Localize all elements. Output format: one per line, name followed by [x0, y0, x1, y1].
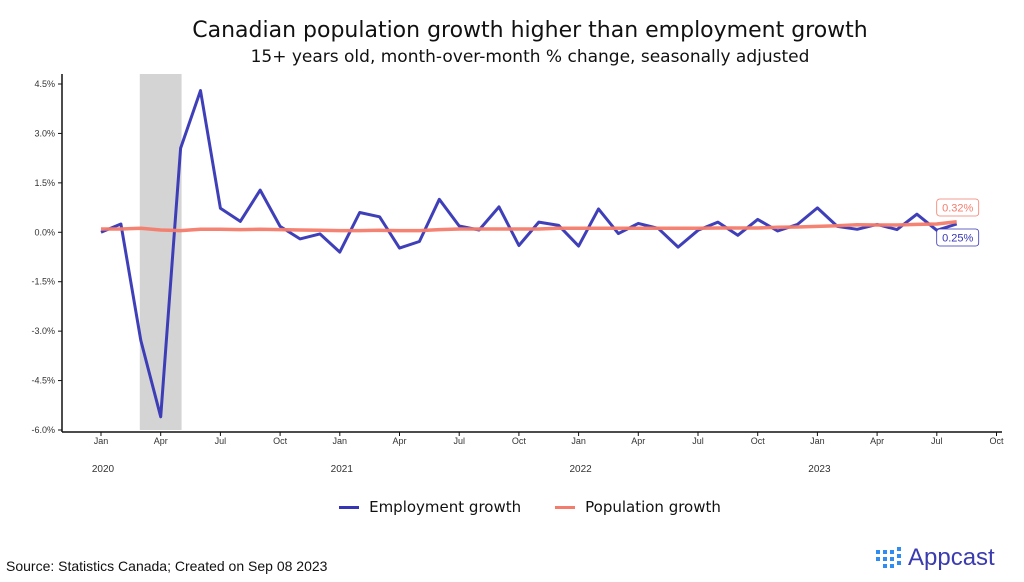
- x-tick-label: Oct: [989, 436, 1004, 446]
- legend-label-population: Population growth: [585, 498, 721, 516]
- end-label-box: [936, 228, 980, 247]
- y-tick-label: 0.0%: [34, 227, 55, 237]
- y-tick-label: -6.0%: [31, 425, 55, 435]
- x-tick-label: Apr: [392, 436, 406, 446]
- y-tick-label: 3.0%: [34, 128, 55, 138]
- chart-subtitle: 15+ years old, month-over-month % change…: [250, 47, 810, 67]
- legend-item-employment: Employment growth: [339, 498, 521, 516]
- y-tick-label: -4.5%: [31, 376, 55, 386]
- y-tick-label: 4.5%: [34, 79, 55, 89]
- x-tick-label: Oct: [512, 436, 527, 446]
- x-tick-label: Oct: [273, 436, 288, 446]
- x-tick-label: Oct: [751, 436, 766, 446]
- legend-label-employment: Employment growth: [369, 498, 522, 516]
- x-tick-label: Jan: [94, 436, 109, 446]
- end-label-population: 0.32%: [942, 203, 973, 215]
- appcast-logo-text: Appcast: [908, 544, 995, 571]
- legend: Employment growth Population growth: [0, 498, 1024, 516]
- end-label-employment: 0.25%: [942, 233, 973, 245]
- y-tick-label: -3.0%: [31, 326, 55, 336]
- chart-title: Canadian population growth higher than e…: [192, 18, 868, 43]
- y-tick-label: 1.5%: [34, 178, 55, 188]
- end-label-box: [936, 198, 980, 217]
- x-tick-label: Jan: [571, 436, 586, 446]
- year-label: 2021: [331, 464, 354, 475]
- appcast-logo-icon: [876, 547, 901, 568]
- year-label: 2022: [569, 464, 592, 475]
- x-tick-label: Jul: [931, 436, 943, 446]
- legend-item-population: Population growth: [555, 498, 721, 516]
- x-tick-label: Apr: [870, 436, 884, 446]
- x-tick-label: Jul: [215, 436, 227, 446]
- x-tick-label: Jul: [453, 436, 465, 446]
- x-tick-label: Apr: [631, 436, 645, 446]
- legend-swatch-population: [555, 505, 576, 509]
- legend-swatch-employment: [339, 505, 360, 509]
- x-tick-label: Jul: [692, 436, 704, 446]
- series-line-population: [101, 219, 957, 233]
- source-note: Source: Statistics Canada; Created on Se…: [6, 558, 328, 574]
- series-line-employment: [100, 89, 958, 419]
- x-tick-label: Jan: [810, 436, 825, 446]
- x-tick-label: Jan: [333, 436, 348, 446]
- year-label: 2020: [92, 464, 115, 475]
- y-tick-label: -1.5%: [31, 277, 55, 287]
- x-tick-label: Apr: [154, 436, 168, 446]
- year-label: 2023: [808, 464, 831, 475]
- recession-shading: [139, 74, 182, 430]
- appcast-logo: Appcast: [876, 544, 995, 572]
